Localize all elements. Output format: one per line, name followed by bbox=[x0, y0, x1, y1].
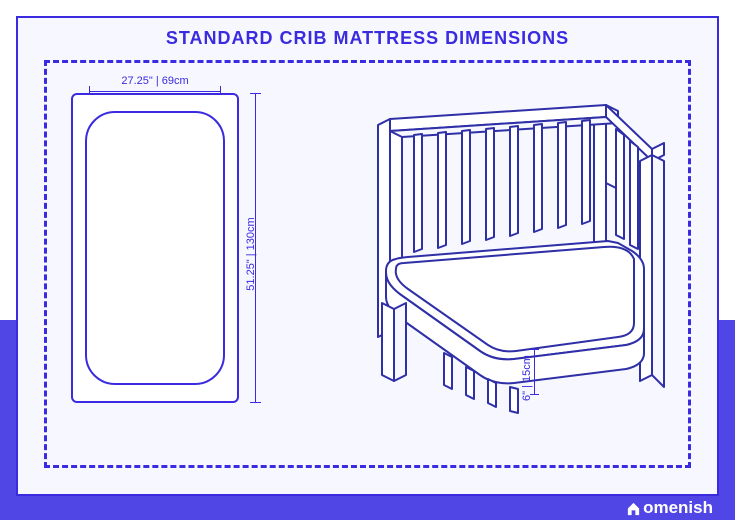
outer-frame: STANDARD CRIB MATTRESS DIMENSIONS 27.25"… bbox=[16, 16, 719, 496]
height-dimension: 51.25" | 130cm bbox=[241, 93, 271, 403]
crib-svg bbox=[308, 73, 668, 443]
mattress-inner-rounded bbox=[85, 111, 225, 385]
crib-isometric: 6" | 15cm bbox=[308, 73, 668, 443]
brand-watermark: omenish bbox=[626, 498, 713, 518]
height-dimension-label: 51.25" | 130cm bbox=[245, 184, 257, 324]
thickness-dimension-line bbox=[534, 349, 535, 395]
mattress-plan: 51.25" | 130cm bbox=[71, 93, 239, 403]
diagram-title: STANDARD CRIB MATTRESS DIMENSIONS bbox=[18, 18, 717, 57]
dashed-inner-border: 27.25" | 69cm 51.25" | 130cm bbox=[44, 60, 691, 468]
width-dimension-label: 27.25" | 69cm bbox=[89, 75, 221, 87]
thickness-dimension-label: 6" | 15cm bbox=[521, 333, 533, 423]
content-area: 27.25" | 69cm 51.25" | 130cm bbox=[47, 63, 688, 465]
thickness-dimension: 6" | 15cm bbox=[524, 349, 546, 395]
brand-name: omenish bbox=[643, 498, 713, 518]
mattress-top-view: 27.25" | 69cm 51.25" | 130cm bbox=[71, 93, 239, 403]
house-icon bbox=[626, 501, 641, 516]
width-dimension-line bbox=[89, 91, 221, 92]
